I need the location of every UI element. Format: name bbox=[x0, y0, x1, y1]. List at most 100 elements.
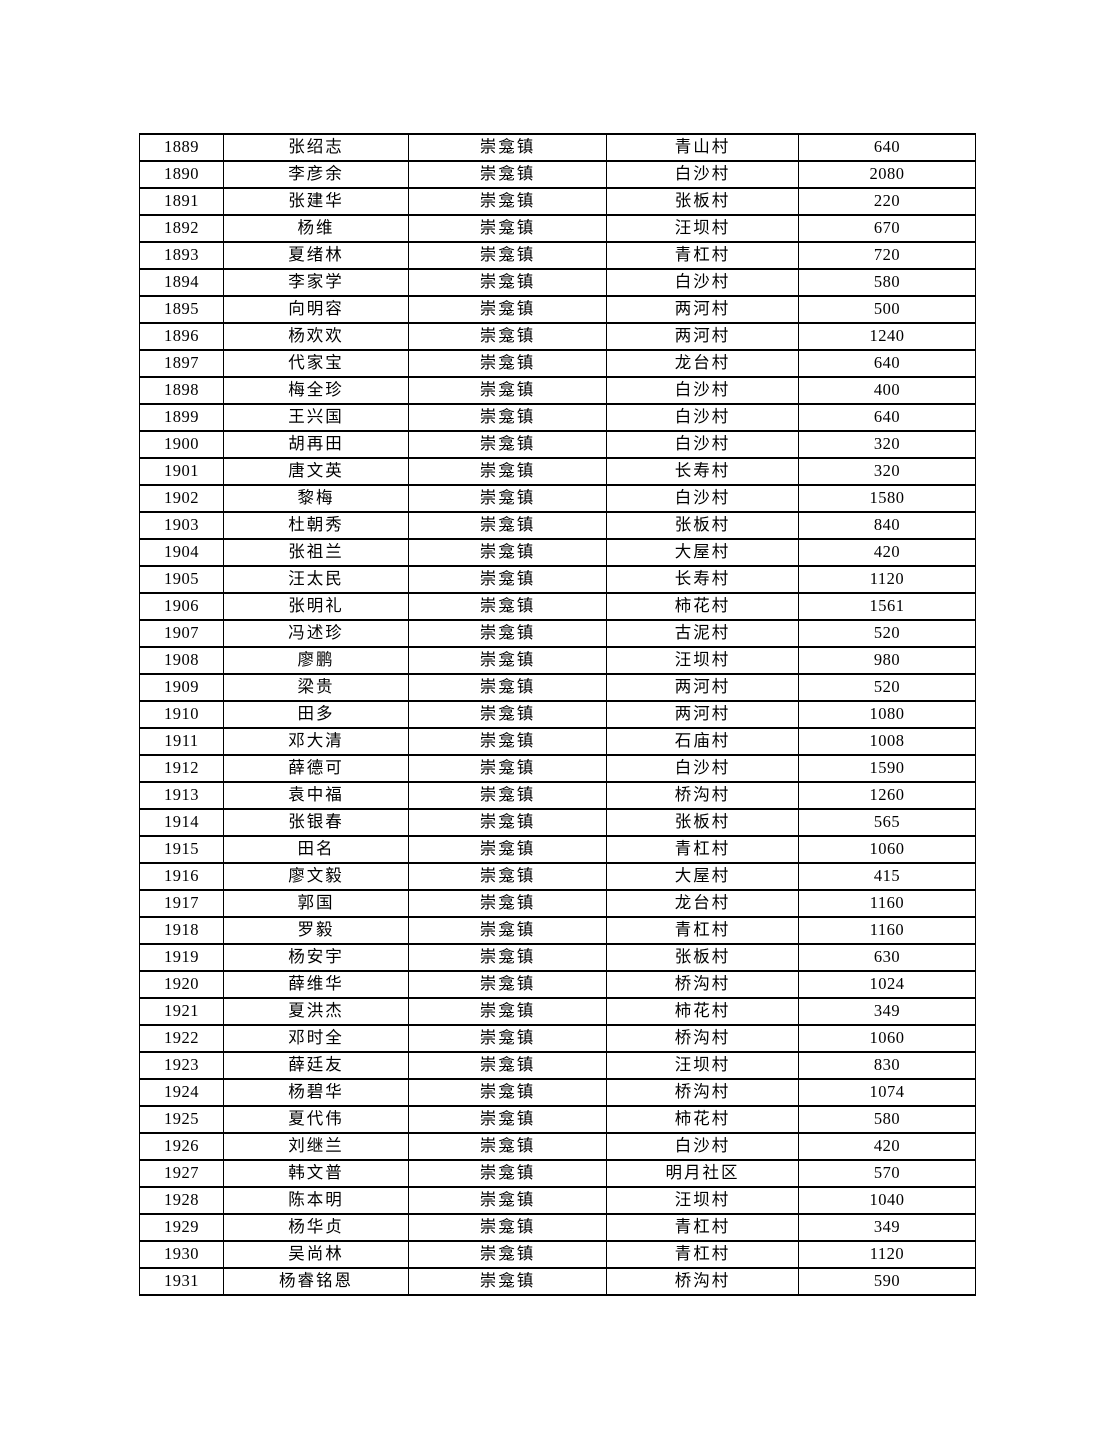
cell-village: 白沙村 bbox=[606, 430, 799, 459]
table-row: 1915 田名 崇龛镇 青杠村 1060 bbox=[139, 835, 976, 864]
cell-town: 崇龛镇 bbox=[408, 727, 607, 756]
cell-amount: 1024 bbox=[798, 970, 976, 999]
cell-name: 杨维 bbox=[223, 214, 409, 243]
cell-village: 张板村 bbox=[606, 511, 799, 540]
table-row: 1930 吴尚林 崇龛镇 青杠村 1120 bbox=[139, 1240, 976, 1269]
cell-serial: 1889 bbox=[139, 133, 224, 162]
cell-name: 杨碧华 bbox=[223, 1078, 409, 1107]
cell-amount: 220 bbox=[798, 187, 976, 216]
cell-town: 崇龛镇 bbox=[408, 592, 607, 621]
cell-town: 崇龛镇 bbox=[408, 1186, 607, 1215]
cell-name: 韩文普 bbox=[223, 1159, 409, 1188]
cell-name: 田名 bbox=[223, 835, 409, 864]
cell-serial: 1898 bbox=[139, 376, 224, 405]
cell-town: 崇龛镇 bbox=[408, 241, 607, 270]
cell-serial: 1926 bbox=[139, 1132, 224, 1161]
table-row: 1910 田多 崇龛镇 两河村 1080 bbox=[139, 700, 976, 729]
cell-village: 两河村 bbox=[606, 673, 799, 702]
cell-village: 青山村 bbox=[606, 133, 799, 162]
cell-town: 崇龛镇 bbox=[408, 1159, 607, 1188]
cell-amount: 1590 bbox=[798, 754, 976, 783]
cell-town: 崇龛镇 bbox=[408, 214, 607, 243]
cell-name: 杜朝秀 bbox=[223, 511, 409, 540]
cell-amount: 320 bbox=[798, 430, 976, 459]
cell-serial: 1931 bbox=[139, 1267, 224, 1296]
table-row: 1890 李彦余 崇龛镇 白沙村 2080 bbox=[139, 160, 976, 189]
table-row: 1900 胡再田 崇龛镇 白沙村 320 bbox=[139, 430, 976, 459]
cell-village: 白沙村 bbox=[606, 754, 799, 783]
cell-town: 崇龛镇 bbox=[408, 862, 607, 891]
cell-town: 崇龛镇 bbox=[408, 916, 607, 945]
cell-serial: 1922 bbox=[139, 1024, 224, 1053]
cell-name: 李家学 bbox=[223, 268, 409, 297]
cell-amount: 1561 bbox=[798, 592, 976, 621]
cell-amount: 520 bbox=[798, 673, 976, 702]
cell-serial: 1900 bbox=[139, 430, 224, 459]
table-row: 1903 杜朝秀 崇龛镇 张板村 840 bbox=[139, 511, 976, 540]
cell-serial: 1923 bbox=[139, 1051, 224, 1080]
cell-serial: 1890 bbox=[139, 160, 224, 189]
table-row: 1911 邓大清 崇龛镇 石庙村 1008 bbox=[139, 727, 976, 756]
cell-serial: 1928 bbox=[139, 1186, 224, 1215]
table-row: 1931 杨睿铭恩 崇龛镇 桥沟村 590 bbox=[139, 1267, 976, 1296]
cell-town: 崇龛镇 bbox=[408, 1024, 607, 1053]
cell-village: 桥沟村 bbox=[606, 970, 799, 999]
cell-village: 龙台村 bbox=[606, 349, 799, 378]
table-row: 1907 冯述珍 崇龛镇 古泥村 520 bbox=[139, 619, 976, 648]
cell-name: 汪太民 bbox=[223, 565, 409, 594]
cell-amount: 500 bbox=[798, 295, 976, 324]
cell-name: 杨欢欢 bbox=[223, 322, 409, 351]
cell-village: 石庙村 bbox=[606, 727, 799, 756]
cell-town: 崇龛镇 bbox=[408, 133, 607, 162]
cell-village: 张板村 bbox=[606, 187, 799, 216]
cell-name: 罗毅 bbox=[223, 916, 409, 945]
table-row: 1916 廖文毅 崇龛镇 大屋村 415 bbox=[139, 862, 976, 891]
cell-serial: 1918 bbox=[139, 916, 224, 945]
cell-name: 张明礼 bbox=[223, 592, 409, 621]
cell-village: 明月社区 bbox=[606, 1159, 799, 1188]
cell-amount: 640 bbox=[798, 403, 976, 432]
cell-serial: 1903 bbox=[139, 511, 224, 540]
cell-village: 白沙村 bbox=[606, 160, 799, 189]
cell-town: 崇龛镇 bbox=[408, 943, 607, 972]
cell-village: 张板村 bbox=[606, 943, 799, 972]
table-row: 1925 夏代伟 崇龛镇 柿花村 580 bbox=[139, 1105, 976, 1134]
cell-serial: 1927 bbox=[139, 1159, 224, 1188]
cell-village: 汪坝村 bbox=[606, 214, 799, 243]
cell-village: 青杠村 bbox=[606, 1240, 799, 1269]
cell-village: 青杠村 bbox=[606, 241, 799, 270]
cell-town: 崇龛镇 bbox=[408, 997, 607, 1026]
table-row: 1898 梅全珍 崇龛镇 白沙村 400 bbox=[139, 376, 976, 405]
cell-town: 崇龛镇 bbox=[408, 673, 607, 702]
cell-amount: 320 bbox=[798, 457, 976, 486]
cell-serial: 1901 bbox=[139, 457, 224, 486]
table-row: 1902 黎梅 崇龛镇 白沙村 1580 bbox=[139, 484, 976, 513]
cell-amount: 1080 bbox=[798, 700, 976, 729]
cell-serial: 1920 bbox=[139, 970, 224, 999]
table-row: 1926 刘继兰 崇龛镇 白沙村 420 bbox=[139, 1132, 976, 1161]
cell-name: 吴尚林 bbox=[223, 1240, 409, 1269]
cell-village: 白沙村 bbox=[606, 484, 799, 513]
cell-town: 崇龛镇 bbox=[408, 511, 607, 540]
cell-town: 崇龛镇 bbox=[408, 1051, 607, 1080]
cell-town: 崇龛镇 bbox=[408, 781, 607, 810]
cell-village: 桥沟村 bbox=[606, 1267, 799, 1296]
cell-town: 崇龛镇 bbox=[408, 1105, 607, 1134]
cell-name: 邓时全 bbox=[223, 1024, 409, 1053]
cell-name: 袁中福 bbox=[223, 781, 409, 810]
table-row: 1921 夏洪杰 崇龛镇 柿花村 349 bbox=[139, 997, 976, 1026]
cell-town: 崇龛镇 bbox=[408, 268, 607, 297]
cell-name: 张绍志 bbox=[223, 133, 409, 162]
cell-amount: 1580 bbox=[798, 484, 976, 513]
cell-town: 崇龛镇 bbox=[408, 322, 607, 351]
cell-town: 崇龛镇 bbox=[408, 295, 607, 324]
cell-amount: 720 bbox=[798, 241, 976, 270]
cell-amount: 1260 bbox=[798, 781, 976, 810]
cell-name: 王兴国 bbox=[223, 403, 409, 432]
cell-serial: 1899 bbox=[139, 403, 224, 432]
cell-serial: 1911 bbox=[139, 727, 224, 756]
cell-town: 崇龛镇 bbox=[408, 349, 607, 378]
cell-amount: 830 bbox=[798, 1051, 976, 1080]
cell-amount: 349 bbox=[798, 997, 976, 1026]
cell-village: 桥沟村 bbox=[606, 781, 799, 810]
